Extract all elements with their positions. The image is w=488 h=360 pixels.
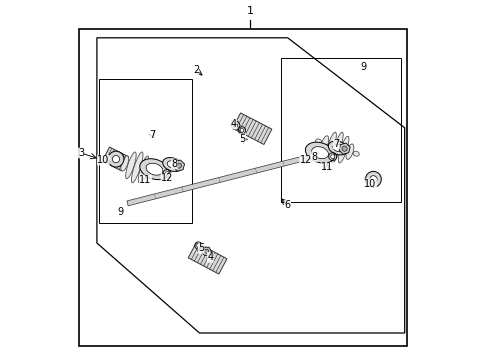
Polygon shape — [173, 160, 184, 171]
Text: 5: 5 — [239, 134, 245, 144]
Text: 12: 12 — [161, 173, 173, 183]
Ellipse shape — [146, 163, 163, 175]
Text: 5: 5 — [198, 243, 204, 253]
Circle shape — [196, 244, 200, 247]
Polygon shape — [102, 147, 128, 171]
Ellipse shape — [325, 132, 336, 159]
Ellipse shape — [327, 141, 347, 155]
Text: 1: 1 — [246, 6, 253, 16]
Ellipse shape — [346, 144, 353, 159]
Circle shape — [165, 171, 169, 175]
Text: 8: 8 — [171, 159, 177, 169]
Text: 9: 9 — [360, 62, 366, 72]
Polygon shape — [232, 113, 271, 144]
Text: 6: 6 — [284, 200, 290, 210]
Ellipse shape — [352, 151, 359, 156]
Ellipse shape — [305, 142, 334, 163]
Ellipse shape — [153, 171, 159, 176]
Text: 10: 10 — [364, 179, 376, 189]
Ellipse shape — [121, 156, 128, 171]
Text: 8: 8 — [311, 152, 317, 162]
Circle shape — [240, 129, 244, 132]
Text: 12: 12 — [299, 155, 311, 165]
Ellipse shape — [167, 161, 177, 168]
Polygon shape — [126, 154, 311, 206]
Ellipse shape — [163, 158, 182, 171]
Polygon shape — [202, 247, 211, 255]
Polygon shape — [338, 143, 349, 154]
Ellipse shape — [140, 159, 169, 180]
Text: 7: 7 — [149, 130, 156, 140]
Ellipse shape — [125, 152, 136, 179]
Circle shape — [365, 171, 381, 187]
Ellipse shape — [131, 152, 143, 183]
Ellipse shape — [320, 136, 328, 151]
Text: 3: 3 — [78, 148, 84, 158]
Bar — [79, 29, 406, 346]
Text: 9: 9 — [117, 207, 123, 217]
Ellipse shape — [138, 156, 148, 183]
Polygon shape — [188, 243, 226, 274]
Text: 4: 4 — [230, 119, 236, 129]
Ellipse shape — [315, 139, 321, 144]
Circle shape — [204, 249, 208, 253]
Text: 11: 11 — [321, 162, 333, 172]
Text: 4: 4 — [207, 252, 213, 262]
Polygon shape — [230, 121, 240, 129]
Ellipse shape — [338, 136, 348, 163]
Ellipse shape — [332, 144, 343, 152]
Ellipse shape — [331, 132, 343, 163]
Text: 7: 7 — [332, 139, 339, 149]
Text: 10: 10 — [97, 155, 109, 165]
Ellipse shape — [311, 147, 328, 159]
Ellipse shape — [115, 159, 121, 164]
Circle shape — [233, 123, 237, 127]
Circle shape — [369, 176, 376, 183]
Circle shape — [330, 155, 334, 159]
Circle shape — [112, 156, 120, 163]
Circle shape — [341, 146, 346, 151]
Ellipse shape — [145, 164, 153, 179]
Text: 11: 11 — [139, 175, 151, 185]
Circle shape — [108, 151, 123, 167]
Circle shape — [176, 163, 181, 168]
Text: 2: 2 — [192, 65, 199, 75]
